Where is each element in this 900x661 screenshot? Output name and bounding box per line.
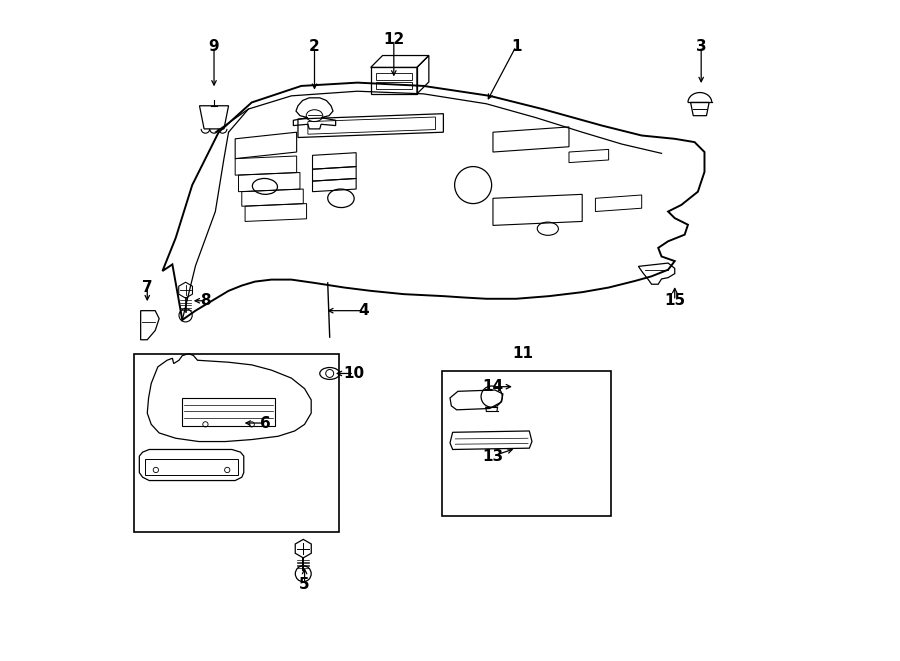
Text: 14: 14: [482, 379, 503, 394]
Text: 10: 10: [344, 366, 364, 381]
Text: 3: 3: [696, 39, 706, 54]
Text: 15: 15: [664, 293, 685, 308]
Bar: [134, 354, 339, 532]
Text: 11: 11: [512, 346, 533, 361]
Text: 7: 7: [142, 280, 153, 295]
Text: 2: 2: [309, 39, 320, 54]
Text: 12: 12: [383, 32, 404, 47]
Text: 4: 4: [359, 303, 369, 318]
Text: 1: 1: [511, 39, 521, 54]
Text: 9: 9: [209, 39, 220, 54]
Bar: [442, 371, 610, 516]
Text: 6: 6: [259, 416, 270, 430]
Text: 8: 8: [200, 293, 211, 308]
Text: 13: 13: [482, 449, 503, 463]
Text: 5: 5: [300, 578, 310, 592]
